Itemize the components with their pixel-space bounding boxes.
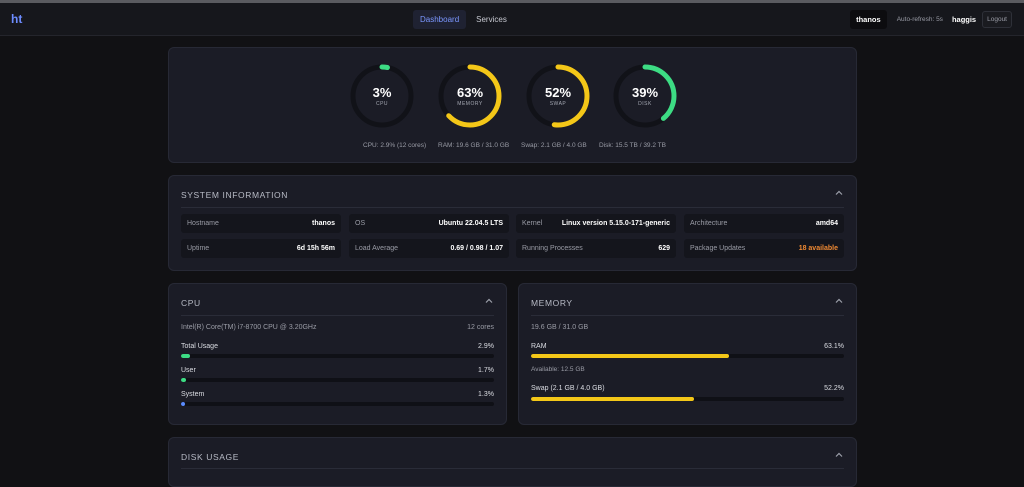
memory-gauge-label: MEMORY: [457, 101, 483, 107]
ram-label: RAM: [531, 343, 547, 350]
host-selector[interactable]: thanos: [850, 10, 887, 29]
divider: [181, 468, 844, 469]
info-key: OS: [355, 220, 366, 227]
cpu-user-bar: [181, 378, 494, 382]
memory-gauge-value: 63%: [456, 85, 484, 100]
chevron-up-icon[interactable]: [834, 188, 844, 198]
info-key: Uptime: [187, 245, 210, 252]
app-logo[interactable]: ht: [11, 12, 23, 26]
cpu-title: CPU: [181, 298, 201, 308]
info-value: amd64: [815, 220, 838, 227]
memory-gauge-subtitle: RAM: 19.6 GB / 31.0 GB: [438, 142, 510, 149]
cpu-card: CPU Intel(R) Core(TM) i7-8700 CPU @ 3.20…: [168, 283, 507, 425]
info-load-average: Load Average 0.69 / 0.98 / 1.07: [349, 239, 509, 258]
nav-tabs: Dashboard Services: [413, 10, 514, 29]
swap-bar: [531, 397, 844, 401]
disk-gauge-label: DISK: [638, 101, 652, 107]
top-navbar: ht Dashboard Services thanos Auto-refres…: [0, 3, 1024, 36]
info-key: Package Updates: [690, 245, 746, 252]
memory-gauge-ring: [438, 64, 502, 128]
ram-bar: [531, 354, 844, 358]
nav-right: thanos Auto-refresh: 5s haggis Logout: [850, 10, 1012, 29]
info-architecture: Architecture amd64: [684, 214, 844, 233]
swap-value: 52.2%: [824, 385, 844, 392]
info-value: Linux version 5.15.0-171-generic: [561, 220, 670, 227]
info-value: 0.69 / 0.98 / 1.07: [450, 245, 503, 252]
info-value: 6d 15h 56m: [296, 245, 335, 252]
info-key: Architecture: [690, 220, 728, 227]
gauges-card: 3% CPU 63% MEMORY 52% SWAP 39% DISK CPU:…: [168, 47, 857, 163]
cpu-user-fill: [181, 378, 187, 382]
cpu-system-bar: [181, 402, 494, 406]
cpu-gauge-label: CPU: [375, 101, 389, 107]
cpu-user-value: 1.7%: [478, 367, 494, 374]
swap-gauge-subtitle: Swap: 2.1 GB / 4.0 GB: [521, 142, 587, 149]
cpu-gauge-ring: [350, 64, 414, 128]
memory-card: MEMORY 19.6 GB / 31.0 GB RAM 63.1% Avail…: [518, 283, 857, 425]
swap-label: Swap (2.1 GB / 4.0 GB): [531, 385, 605, 392]
tab-dashboard[interactable]: Dashboard: [413, 10, 467, 29]
divider: [531, 315, 844, 316]
memory-available: Available: 12.5 GB: [531, 366, 585, 373]
cpu-total-value: 2.9%: [478, 343, 494, 350]
disk-gauge: 39% DISK: [612, 63, 680, 129]
memory-gauge: 63% MEMORY: [437, 63, 505, 129]
cpu-total-label: Total Usage: [181, 343, 218, 350]
package-updates-value[interactable]: 18 available: [798, 245, 838, 252]
info-key: Running Processes: [522, 245, 583, 252]
cpu-cores: 12 cores: [467, 324, 494, 331]
info-os: OS Ubuntu 22.04.5 LTS: [349, 214, 509, 233]
system-information-card: SYSTEM INFORMATION Hostname thanos OS Ub…: [168, 175, 857, 271]
divider: [181, 207, 844, 208]
swap-gauge: 52% SWAP: [525, 63, 593, 129]
chevron-up-icon[interactable]: [834, 450, 844, 460]
chevron-up-icon[interactable]: [834, 296, 844, 306]
info-running-processes: Running Processes 629: [516, 239, 676, 258]
ram-value: 63.1%: [824, 343, 844, 350]
cpu-system-label: System: [181, 391, 205, 398]
cpu-gauge: 3% CPU: [349, 63, 417, 129]
cpu-model: Intel(R) Core(TM) i7-8700 CPU @ 3.20GHz: [181, 324, 317, 331]
info-value: Ubuntu 22.04.5 LTS: [438, 220, 503, 227]
chevron-up-icon[interactable]: [484, 296, 494, 306]
disk-gauge-subtitle: Disk: 15.5 TB / 39.2 TB: [599, 142, 666, 149]
cpu-system-fill: [181, 402, 186, 406]
divider: [181, 315, 494, 316]
disk-gauge-value: 39%: [631, 85, 659, 100]
info-key: Hostname: [187, 220, 219, 227]
auto-refresh-label: Auto-refresh: 5s: [896, 16, 943, 23]
swap-gauge-label: SWAP: [549, 101, 567, 107]
info-uptime: Uptime 6d 15h 56m: [181, 239, 341, 258]
info-kernel: Kernel Linux version 5.15.0-171-generic: [516, 214, 676, 233]
window-top-strip: [0, 0, 1024, 3]
cpu-user-label: User: [181, 367, 196, 374]
memory-summary: 19.6 GB / 31.0 GB: [531, 324, 589, 331]
logout-button[interactable]: Logout: [982, 11, 1012, 28]
cpu-system-value: 1.3%: [478, 391, 494, 398]
disk-usage-title: DISK USAGE: [181, 452, 239, 462]
cpu-gauge-subtitle: CPU: 2.9% (12 cores): [363, 142, 427, 149]
username: haggis: [951, 15, 977, 24]
info-key: Load Average: [355, 245, 399, 252]
memory-title: MEMORY: [531, 298, 573, 308]
cpu-total-bar: [181, 354, 494, 358]
cpu-total-fill: [181, 354, 191, 358]
cpu-gauge-value: 3%: [372, 85, 392, 100]
info-package-updates[interactable]: Package Updates 18 available: [684, 239, 844, 258]
disk-gauge-ring: [613, 64, 677, 128]
tab-services[interactable]: Services: [476, 15, 507, 24]
info-value: 629: [658, 245, 670, 252]
swap-gauge-value: 52%: [544, 85, 572, 100]
ram-fill: [531, 354, 729, 358]
info-key: Kernel: [522, 220, 543, 227]
system-information-title: SYSTEM INFORMATION: [181, 190, 288, 200]
swap-fill: [531, 397, 695, 401]
info-value: thanos: [312, 220, 335, 227]
info-hostname: Hostname thanos: [181, 214, 341, 233]
disk-usage-card: DISK USAGE: [168, 437, 857, 487]
swap-gauge-ring: [526, 64, 590, 128]
